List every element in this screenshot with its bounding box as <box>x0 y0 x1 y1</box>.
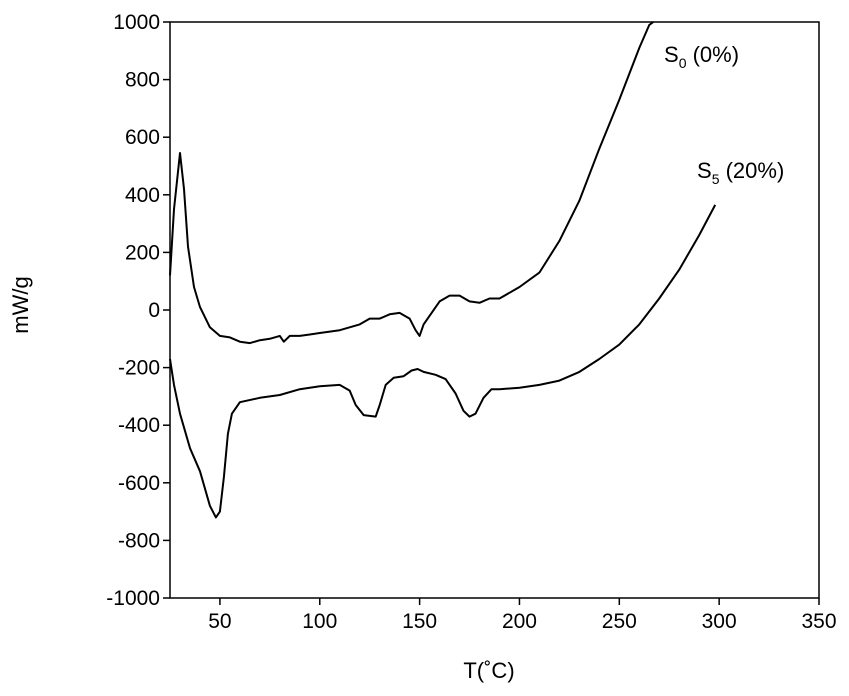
series-labels: S0 (0%)S5 (20%) <box>664 42 784 187</box>
y-tick-label: -600 <box>118 472 160 495</box>
x-tick-label: 300 <box>702 610 737 633</box>
series-label-0: S0 (0%) <box>664 42 739 71</box>
series-line-1 <box>169 204 717 519</box>
y-tick-label: 400 <box>125 184 160 207</box>
series-label-sub: 5 <box>712 171 720 187</box>
x-tick-label: 250 <box>602 610 637 633</box>
y-tick-label: -1000 <box>106 587 160 610</box>
x-tick-label: 350 <box>801 610 836 633</box>
y-tick-label: 200 <box>125 241 160 264</box>
series-label-sub: 0 <box>679 55 687 71</box>
y-tick-label: 600 <box>125 126 160 149</box>
plot-frame <box>169 21 820 599</box>
x-tick-label: 50 <box>208 610 231 633</box>
y-tick-label: 0 <box>148 299 160 322</box>
axis-ticks: 50 100 150 200 250 300 350-1000-800-600-400-20… <box>106 11 836 633</box>
y-tick-label: -400 <box>118 414 160 437</box>
y-tick-label: 800 <box>125 69 160 92</box>
y-tick-label: 1000 <box>113 11 160 34</box>
series-lines <box>169 21 717 519</box>
x-tick-label: 200 <box>502 610 537 633</box>
series-line-0 <box>169 21 654 345</box>
series-label-main: S <box>697 158 712 183</box>
x-tick-label: 100 <box>302 610 337 633</box>
x-tick-label: 150 <box>402 610 437 633</box>
series-label-main: S <box>664 42 679 67</box>
series-label-rest: (20%) <box>719 158 784 183</box>
y-axis-label: mW/g <box>8 276 33 333</box>
series-label-1: S5 (20%) <box>697 158 784 187</box>
series-label-rest: (0%) <box>686 42 739 67</box>
y-tick-label: -200 <box>118 357 160 380</box>
x-axis-label: T(˚C) <box>463 658 514 683</box>
y-tick-label: -800 <box>118 529 160 552</box>
